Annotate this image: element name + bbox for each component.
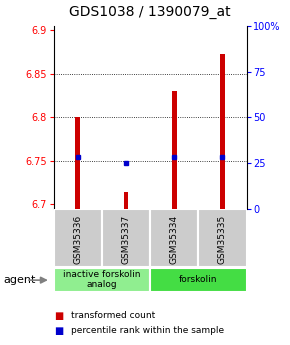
Text: GSM35335: GSM35335 [218, 215, 227, 264]
Bar [150, 209, 198, 267]
Text: forskolin: forskolin [179, 275, 218, 284]
Bar [54, 268, 150, 292]
Text: agent: agent [3, 275, 35, 285]
Bar [150, 268, 246, 292]
Bar [172, 91, 177, 209]
Text: GSM35334: GSM35334 [170, 215, 179, 264]
Text: percentile rank within the sample: percentile rank within the sample [71, 326, 224, 335]
Bar [198, 209, 246, 267]
Text: ■: ■ [54, 311, 63, 321]
Text: ■: ■ [54, 326, 63, 335]
Bar [75, 117, 80, 209]
Bar [54, 209, 102, 267]
Text: inactive forskolin
analog: inactive forskolin analog [63, 270, 141, 289]
Bar [220, 54, 225, 209]
Text: transformed count: transformed count [71, 311, 155, 320]
Bar [102, 209, 150, 267]
Text: GDS1038 / 1390079_at: GDS1038 / 1390079_at [69, 5, 231, 19]
Text: GSM35337: GSM35337 [122, 215, 130, 264]
Text: GSM35336: GSM35336 [73, 215, 82, 264]
Bar [124, 192, 128, 209]
